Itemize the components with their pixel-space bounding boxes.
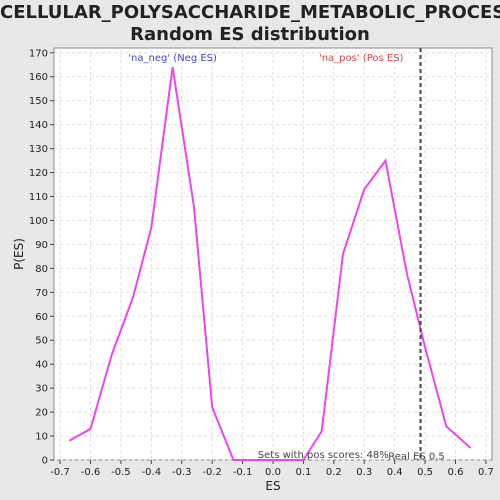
y-tick-label: 70 [35,288,48,299]
x-tick-label: 0.1 [295,467,311,478]
y-tick-label: 150 [29,96,48,107]
x-tick-label: -0.7 [50,467,70,478]
chart-title: CELLULAR_POLYSACCHARIDE_METABOLIC_PROCES… [0,2,500,23]
x-tick-label: -0.5 [111,467,131,478]
y-tick-label: 90 [35,240,48,251]
x-tick-label: -0.1 [233,467,253,478]
x-axis: -0.7 -0.6 -0.5 -0.4 -0.3 -0.2 -0.1 0.0 0.1 0.2 0.3… [50,460,494,478]
x-tick-label: -0.3 [172,467,192,478]
neg-es-annotation: 'na_neg' (Neg ES) [128,53,217,64]
y-tick-label: 110 [29,192,48,203]
x-tick-label: -0.6 [81,467,101,478]
y-tick-label: 100 [29,216,48,227]
y-tick-label: 130 [29,144,48,155]
x-tick-label: -0.4 [142,467,162,478]
x-tick-label: 0.5 [417,467,433,478]
y-tick-label: 20 [35,408,48,419]
grid [54,48,492,461]
y-tick-label: 0 [42,456,48,467]
x-tick-label: 0.6 [448,467,464,478]
series-line [68,67,472,461]
y-tick-label: 10 [35,432,48,443]
y-tick-label: 50 [35,336,48,347]
x-tick-label: 0.3 [356,467,372,478]
y-tick-label: 120 [29,168,48,179]
y-tick-label: 80 [35,264,48,275]
y-tick-label: 60 [35,312,48,323]
y-axis-label: P(ES) [12,238,26,270]
x-axis-label: ES [265,479,280,493]
x-tick-label: 0.2 [326,467,342,478]
x-tick-label: 0.0 [265,467,281,478]
y-tick-label: 140 [29,120,48,131]
y-tick-label: 160 [29,72,48,83]
y-tick-label: 40 [35,360,48,371]
y-tick-label: 30 [35,384,48,395]
x-tick-label: -0.2 [202,467,222,478]
pos-es-annotation: 'na_pos' (Pos ES) [319,53,404,64]
sets-pos-scores-label: Sets with pos scores: 48% [258,450,389,461]
y-tick-label: 170 [29,48,48,59]
chart-subtitle: Random ES distribution [130,24,370,45]
x-tick-label: 0.7 [478,467,494,478]
y-axis: 0 10 20 30 40 50 60 70 80 90 100 110 120 130 140 150 160… [29,48,54,467]
x-tick-label: 0.4 [387,467,403,478]
real-es-label: Real ES 0.5 [388,452,444,463]
